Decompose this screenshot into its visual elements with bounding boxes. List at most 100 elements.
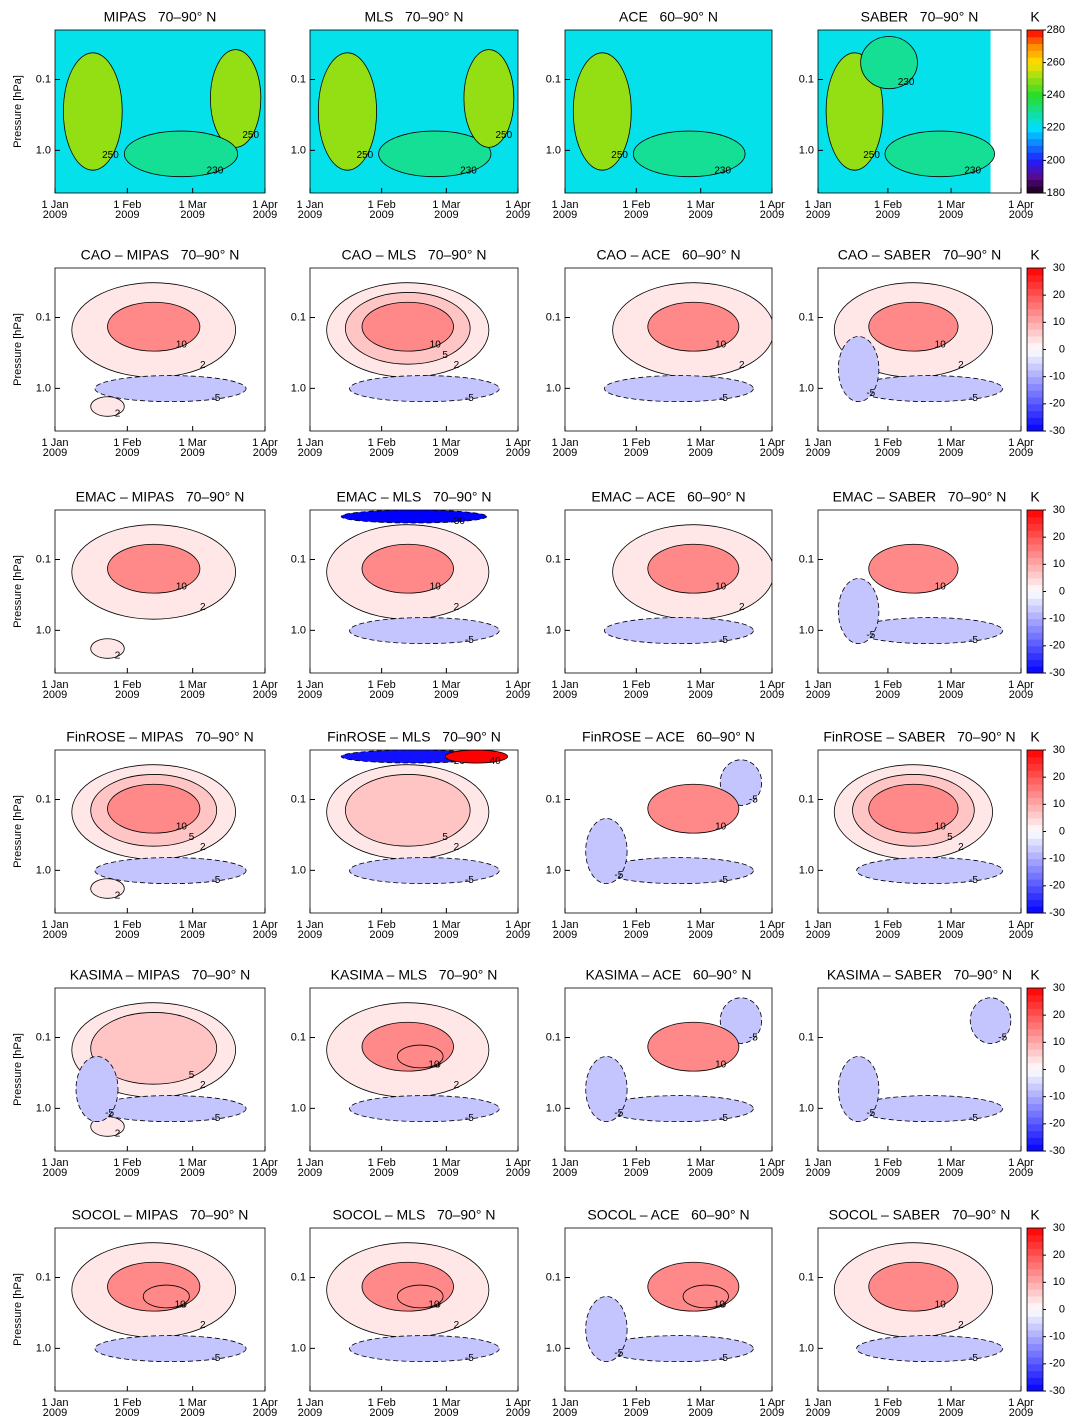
contour-region: [444, 750, 508, 764]
x-tick-label: 2009: [624, 209, 648, 221]
field: -5-51010: [585, 1261, 754, 1364]
y-tick-label: 0.1: [291, 793, 306, 805]
x-tick-label: 2009: [434, 1407, 458, 1419]
contour-label: -5: [719, 393, 728, 404]
y-tick-label: 1.0: [291, 864, 306, 876]
colorbar-segment: [1027, 543, 1043, 552]
x-tick-label: 1 Jan: [42, 437, 69, 449]
x-tick-label: 1 Apr: [1008, 199, 1034, 211]
x-tick-label: 2009: [939, 1167, 963, 1179]
contour-label: 10: [175, 1300, 187, 1311]
panel-title: SOCOL – MIPAS 70–90° N: [72, 1207, 249, 1223]
contour-label: 2: [115, 409, 121, 420]
colorbar-segment: [1027, 838, 1043, 846]
panel: 2-51010SOCOL – MIPAS 70–90° N0.11.01 Jan…: [12, 1207, 278, 1419]
colorbar-segment: [1027, 1117, 1043, 1125]
contour-region: [349, 617, 500, 645]
x-tick-label: 1 Feb: [874, 199, 902, 211]
colorbar-segment: [1027, 892, 1043, 900]
contour-region: [603, 375, 754, 403]
y-tick-label: 1.0: [291, 1342, 306, 1354]
contour-region: [868, 783, 959, 834]
contour-label: -5: [211, 875, 220, 886]
x-tick-label: 2009: [688, 209, 712, 221]
y-tick-label: 0.1: [36, 73, 51, 85]
contour-region: [856, 1335, 1004, 1363]
colorbar-tick-label: 180: [1047, 187, 1065, 199]
x-tick-label: 1 Mar: [687, 679, 715, 691]
colorbar-segment: [1027, 639, 1043, 647]
contour-label: 5: [189, 832, 195, 843]
contour-label: 2: [454, 360, 460, 371]
x-tick-label: 2009: [180, 1167, 204, 1179]
colorbar-tick-label: -30: [1049, 667, 1065, 679]
contour-label: -5: [866, 630, 875, 641]
colorbar-tick-label: -20: [1049, 880, 1065, 892]
contour-label: 5: [189, 1070, 195, 1081]
x-tick-label: 2009: [553, 1407, 577, 1419]
field: 250 230: [572, 52, 746, 178]
colorbar-segment: [1027, 783, 1043, 792]
colorbar-segment: [1027, 1282, 1043, 1290]
contour-region: [837, 336, 880, 403]
field: -5 -5 -5 10: [585, 759, 763, 886]
colorbar-segment: [1027, 659, 1043, 667]
x-tick-label: 2009: [553, 689, 577, 701]
y-tick-label: 1.0: [36, 382, 51, 394]
contour-region: [349, 1335, 500, 1363]
x-tick-label: 1 Feb: [622, 1397, 650, 1409]
field: 2 -5 -5 10: [833, 282, 1004, 404]
x-tick-label: 2009: [369, 929, 393, 941]
y-tick-label: 0.1: [799, 793, 814, 805]
y-tick-label: 0.1: [36, 1031, 51, 1043]
contour-label: 2: [115, 1129, 121, 1140]
field: 230 250 230: [825, 36, 996, 178]
x-tick-label: 2009: [253, 209, 277, 221]
y-tick-label: 1.0: [291, 382, 306, 394]
colorbar-segment: [1027, 824, 1043, 832]
colorbar-segment: [1027, 308, 1043, 317]
colorbar-segment: [1027, 397, 1043, 405]
contour-label: 2: [454, 1080, 460, 1091]
colorbar-segment: [1027, 530, 1043, 538]
x-tick-label: 2009: [1009, 929, 1033, 941]
x-tick-label: 2009: [553, 1167, 577, 1179]
colorbar-segment: [1027, 1130, 1043, 1138]
x-tick-label: 2009: [806, 1407, 830, 1419]
colorbar-segment: [1027, 356, 1043, 364]
x-tick-label: 1 Feb: [874, 1157, 902, 1169]
field: 250 250 230: [63, 49, 262, 178]
y-tick-label: 0.1: [546, 73, 561, 85]
contour-label: 2: [739, 602, 745, 613]
plot-frame: [564, 29, 773, 194]
x-tick-label: 2009: [43, 689, 67, 701]
contour-label: 10: [715, 340, 727, 351]
y-tick-label: 1.0: [799, 382, 814, 394]
x-tick-label: 2009: [939, 447, 963, 459]
colorbar-segment: [1027, 1261, 1043, 1270]
panel-title: CAO – SABER 70–90° N: [838, 247, 1002, 263]
contour-label: -5: [465, 635, 474, 646]
contour-region: [884, 130, 996, 178]
x-tick-label: 2009: [369, 209, 393, 221]
x-tick-label: 1 Apr: [505, 1157, 531, 1169]
contour-label: 10: [430, 340, 442, 351]
colorbar-segment: [1027, 1357, 1043, 1365]
colorbar-segment: [1027, 383, 1043, 391]
colorbar-tick-label: 200: [1047, 154, 1065, 166]
contour-region: [107, 783, 201, 834]
x-tick-label: 1 Feb: [368, 1157, 396, 1169]
x-tick-label: 1 Apr: [252, 1397, 278, 1409]
x-tick-label: 1 Apr: [759, 199, 785, 211]
plot-frame: [564, 267, 773, 432]
colorbar-label: K: [1030, 1207, 1040, 1223]
contour-label: 5: [947, 832, 953, 843]
colorbar-segment: [1027, 1049, 1043, 1057]
colorbar-segment: [1027, 118, 1043, 126]
y-tick-label: 0.1: [36, 311, 51, 323]
x-tick-label: 2009: [806, 1167, 830, 1179]
contour-region: [317, 52, 377, 171]
field: 2 -5 10: [603, 524, 772, 646]
colorbar-label: K: [1030, 967, 1040, 983]
